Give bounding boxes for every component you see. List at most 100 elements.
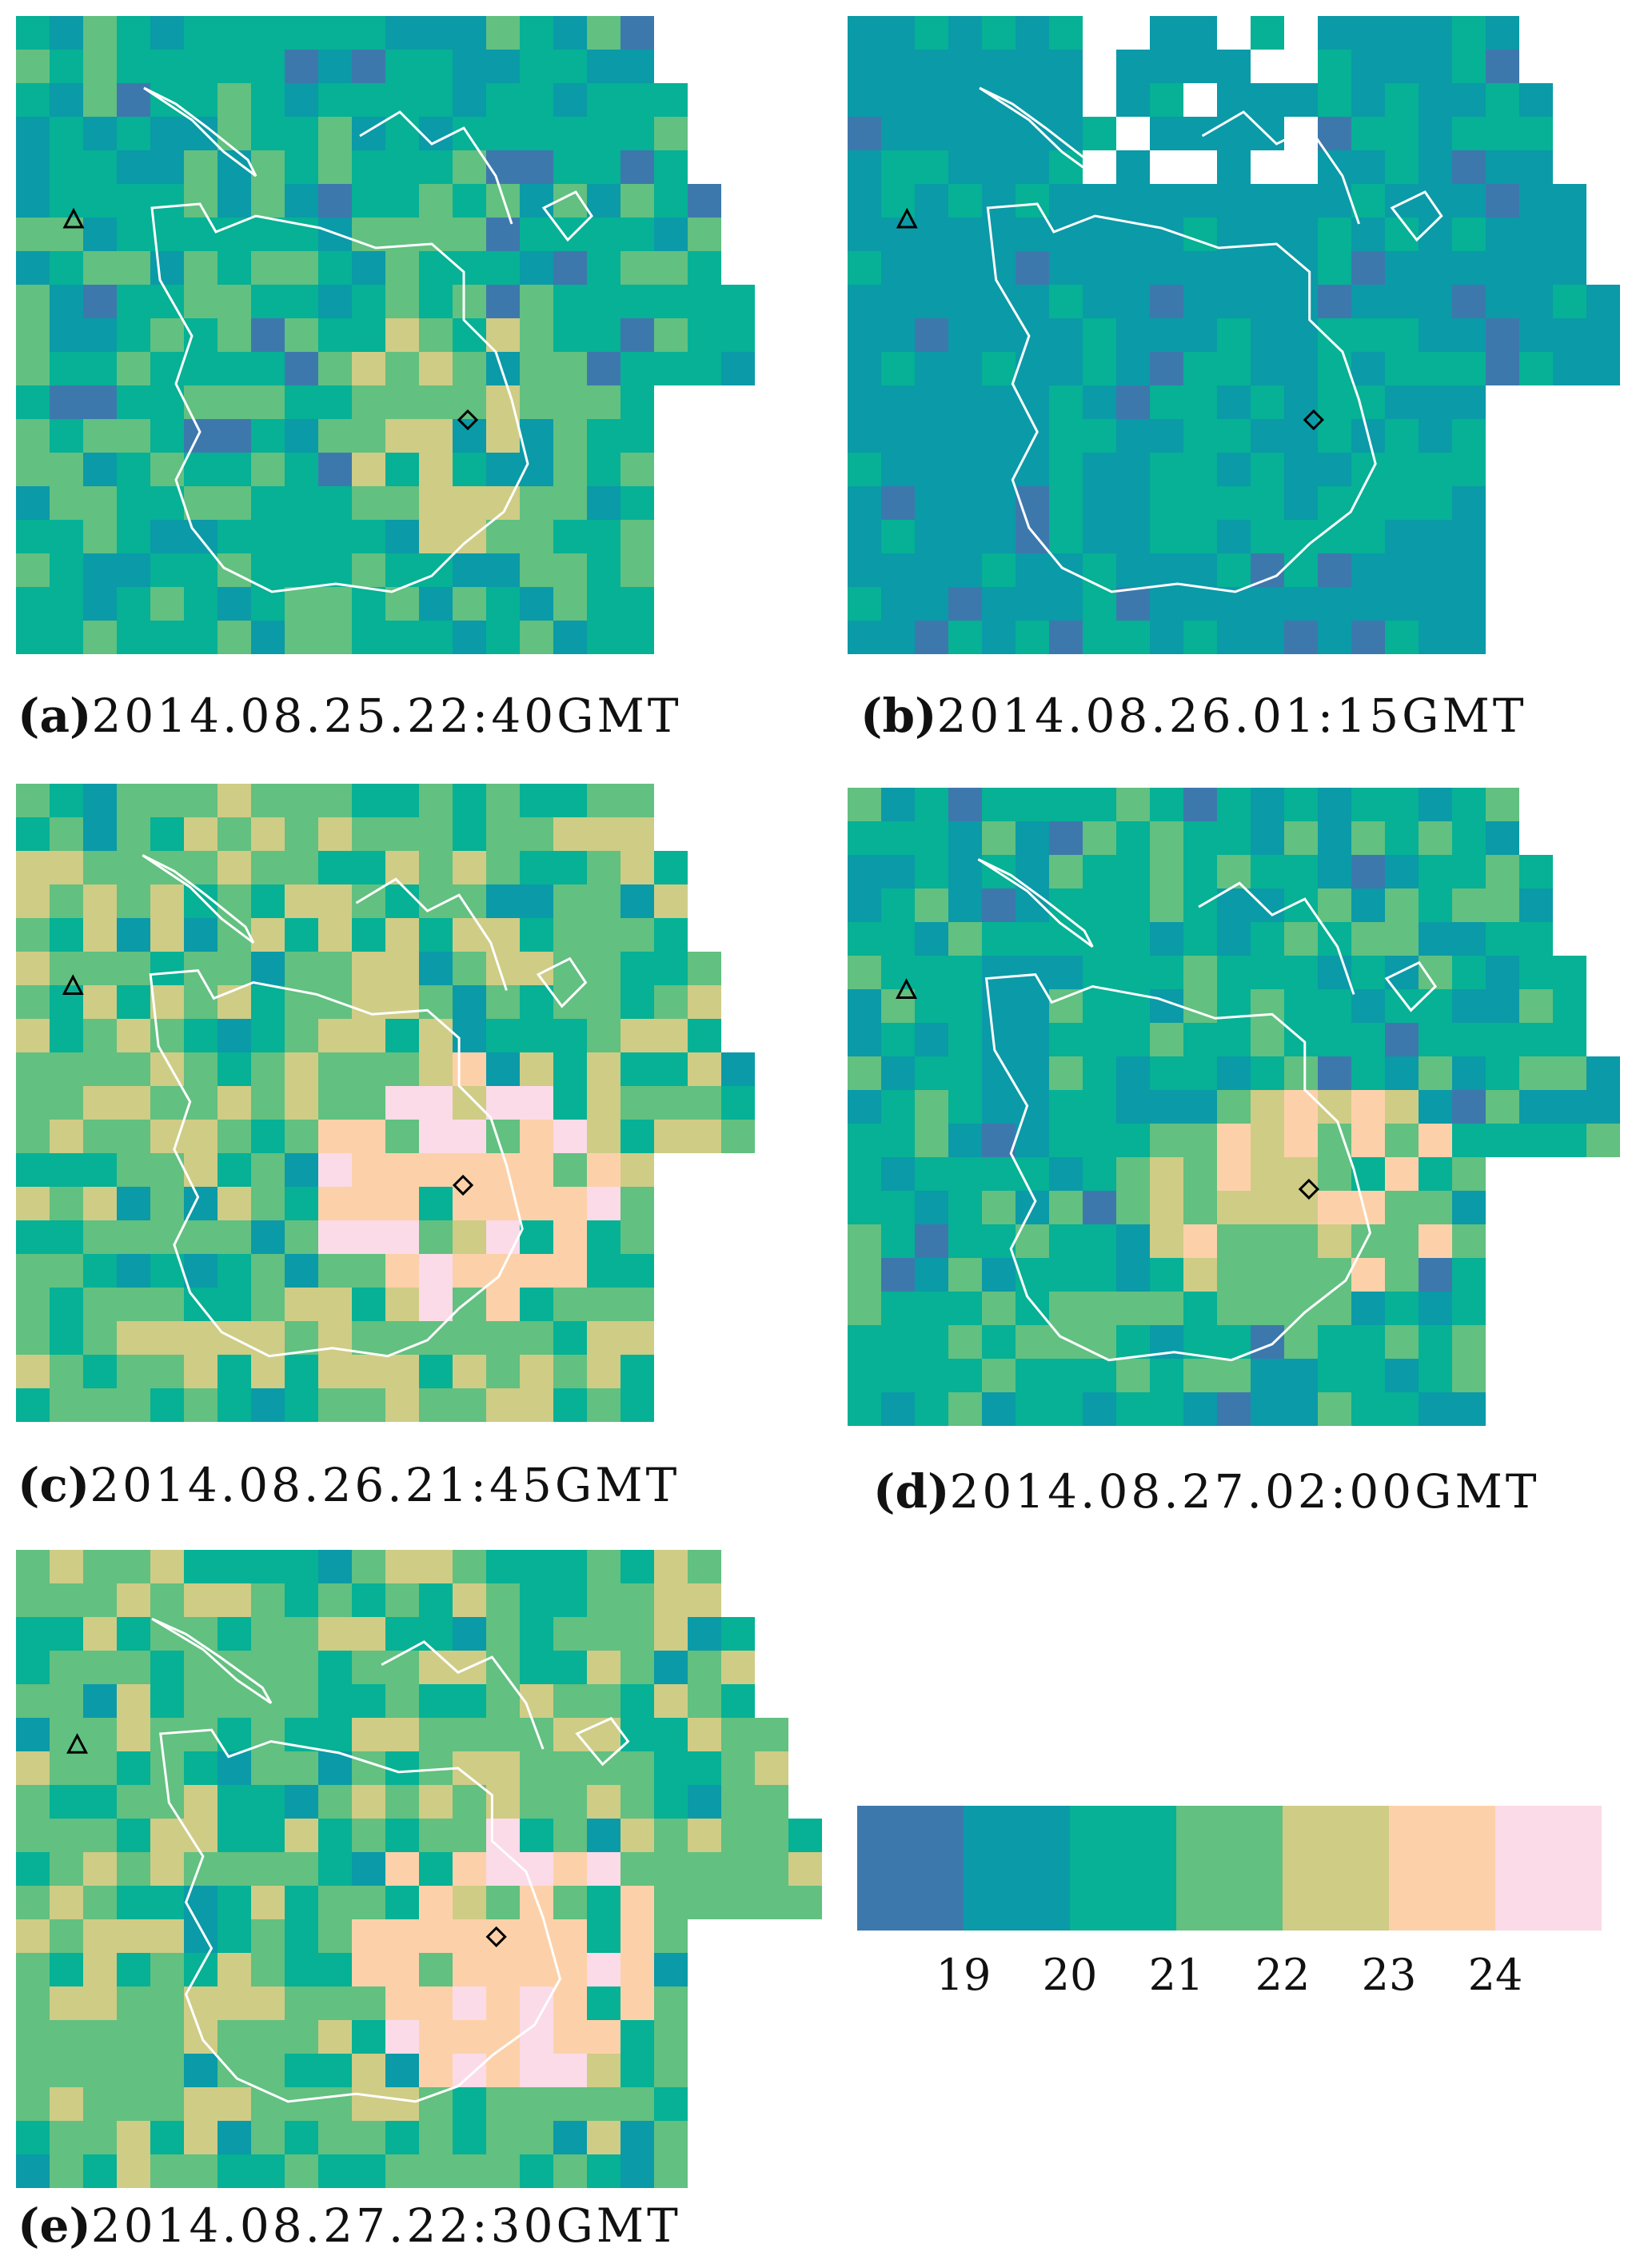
grid-cell: [251, 1953, 285, 1986]
grid-cell: [688, 1751, 721, 1785]
grid-cell: [881, 16, 915, 50]
grid-cell: [83, 1086, 117, 1120]
grid-cell: [587, 1819, 620, 1852]
grid-cell: [1217, 83, 1251, 117]
grid-cell: [150, 1852, 184, 1886]
grid-cell: [915, 352, 948, 385]
grid-cell: [948, 352, 982, 385]
grid-cell: [453, 985, 486, 1019]
grid-cell: [1284, 1224, 1318, 1258]
grid-cell: [117, 1187, 150, 1220]
grid-cell: [1251, 419, 1284, 453]
grid-cell: [385, 352, 419, 385]
grid-cell: [486, 285, 520, 318]
grid-cell: [1217, 1090, 1251, 1124]
grid-cell: [620, 285, 654, 318]
grid-cell: [1116, 251, 1150, 285]
grid-cells: [16, 784, 755, 1422]
grid-cell: [50, 1388, 83, 1422]
grid-cell: [385, 1651, 419, 1684]
grid-cell: [50, 1086, 83, 1120]
triangle-marker: [896, 978, 917, 999]
grid-cell: [1217, 553, 1251, 587]
grid-cell: [318, 2054, 352, 2087]
grid-cell: [285, 1550, 318, 1583]
grid-cell: [150, 2087, 184, 2121]
grid-cell: [1486, 788, 1519, 821]
grid-cell: [721, 285, 755, 318]
grid-cell: [982, 218, 1016, 251]
grid-cell: [117, 50, 150, 83]
grid-cell: [385, 50, 419, 83]
grid-cell: [1150, 184, 1183, 218]
grid-cell: [453, 1785, 486, 1819]
grid-cell: [117, 1583, 150, 1617]
grid-cell: [16, 2121, 50, 2154]
grid-cell: [117, 1953, 150, 1986]
grid-cell: [587, 184, 620, 218]
grid-cell: [184, 1785, 217, 1819]
grid-cell: [251, 2054, 285, 2087]
grid-cell: [486, 352, 520, 385]
grid-cell: [553, 1086, 587, 1120]
grid-cell: [352, 952, 385, 985]
grid-cell: [1016, 50, 1049, 83]
grid-cell: [50, 621, 83, 654]
grid-cell: [520, 1986, 553, 2020]
grid-cell: [251, 218, 285, 251]
grid-cell: [352, 251, 385, 285]
grid-cell: [881, 821, 915, 855]
grid-cell: [83, 784, 117, 817]
grid-cell: [217, 2154, 251, 2188]
grid-cell: [83, 1852, 117, 1886]
grid-cell: [117, 1321, 150, 1355]
caption-e-time: 2014.08.27.22:30GMT: [90, 2198, 681, 2253]
grid-cell: [1217, 1359, 1251, 1392]
grid-cell: [1150, 285, 1183, 318]
grid-cell: [251, 1819, 285, 1852]
grid-cell: [83, 1254, 117, 1288]
grid-cell: [1519, 1124, 1553, 1157]
grid-cell: [352, 419, 385, 453]
legend-swatch-25-plus: [1495, 1806, 1602, 1931]
grid-cell: [150, 952, 184, 985]
grid-cell: [620, 1220, 654, 1254]
grid-cell: [385, 1086, 419, 1120]
grid-cell: [217, 553, 251, 587]
grid-cell: [251, 2121, 285, 2154]
grid-cell: [1016, 989, 1049, 1023]
grid-cell: [1083, 1124, 1116, 1157]
grid-cell: [83, 587, 117, 621]
grid-cell: [620, 385, 654, 419]
grid-cell: [1553, 218, 1586, 251]
grid-cell: [587, 952, 620, 985]
grid-cell: [419, 352, 453, 385]
grid-cell: [117, 1684, 150, 1718]
grid-cell: [587, 884, 620, 918]
grid-cell: [1351, 50, 1385, 83]
grid-cell: [352, 2020, 385, 2054]
grid-cell: [654, 1617, 688, 1651]
grid-cell: [1116, 50, 1150, 83]
grid-cell: [620, 16, 654, 50]
grid-cell: [285, 884, 318, 918]
grid-cell: [285, 1321, 318, 1355]
grid-cell: [1116, 1359, 1150, 1392]
grid-cell: [285, 184, 318, 218]
grid-cell: [1183, 1258, 1217, 1292]
grid-cell: [1452, 821, 1486, 855]
grid-cell: [385, 1388, 419, 1422]
grid-cell: [83, 352, 117, 385]
grid-cell: [285, 621, 318, 654]
grid-cell: [688, 1852, 721, 1886]
grid-cell: [553, 784, 587, 817]
legend-tick-21: 21: [1148, 1950, 1204, 2000]
grid-cell: [1116, 1124, 1150, 1157]
grid-cell: [1318, 1258, 1351, 1292]
grid-cell: [285, 1819, 318, 1852]
grid-cell: [419, 318, 453, 352]
grid-cell: [1183, 285, 1217, 318]
grid-cell: [553, 520, 587, 553]
grid-cell: [1016, 553, 1049, 587]
grid-cell: [16, 1718, 50, 1751]
